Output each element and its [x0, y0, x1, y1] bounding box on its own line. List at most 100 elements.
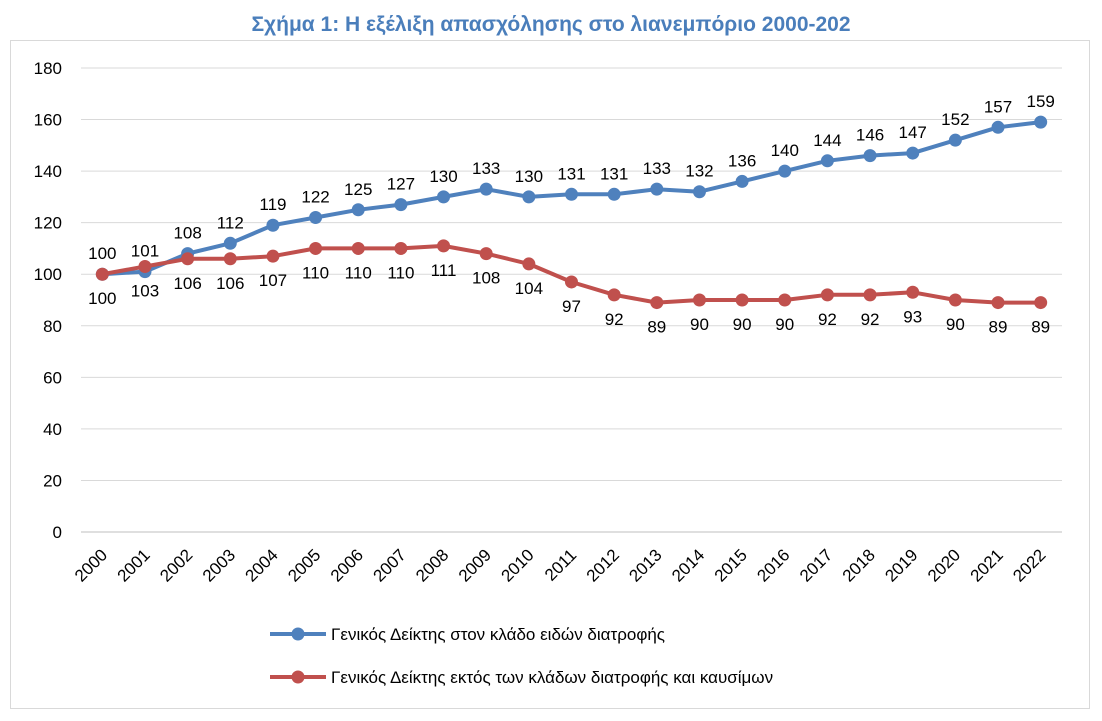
chart-frame: [10, 40, 1090, 709]
legend-marker-2: [291, 670, 305, 684]
series-1-point: [650, 182, 664, 196]
series-2-data-label: 90: [775, 315, 794, 334]
x-tick-label: 2022: [1009, 545, 1049, 585]
x-tick-label: 2013: [625, 545, 665, 585]
series-1-data-label: 101: [131, 242, 159, 261]
series-1-data-label: 140: [771, 141, 799, 160]
series-1-point: [223, 236, 237, 250]
series-1-data-label: 133: [643, 159, 671, 178]
series-1-point: [607, 187, 621, 201]
series-1-data-label: 125: [344, 180, 372, 199]
series-2-data-label: 89: [647, 318, 666, 337]
series-1-data-label: 159: [1026, 92, 1054, 111]
series-2-point: [138, 259, 152, 273]
y-tick-label: 140: [34, 162, 62, 181]
series-1-data-label: 133: [472, 159, 500, 178]
x-tick-label: 2012: [583, 545, 623, 585]
series-1-data-label: 147: [899, 123, 927, 142]
series-1-data-label: 132: [685, 162, 713, 181]
legend-marker-1: [291, 627, 305, 641]
series-1-data-label: 136: [728, 151, 756, 170]
series-1-point: [991, 120, 1005, 134]
x-tick-label: 2014: [668, 545, 708, 585]
x-tick-label: 2004: [242, 545, 282, 585]
series-1-point: [778, 164, 792, 178]
series-1-data-label: 119: [259, 195, 286, 214]
series-2-point: [223, 252, 237, 266]
series-2-data-label: 92: [605, 310, 624, 329]
x-tick-label: 2015: [711, 545, 751, 585]
y-tick-label: 80: [43, 317, 62, 336]
series-1-point: [565, 187, 578, 201]
series-2-point: [863, 288, 877, 302]
series-1-point: [948, 133, 962, 147]
series-1-point: [394, 198, 408, 212]
series-2-point: [906, 285, 920, 299]
x-tick-label: 2021: [967, 545, 1007, 585]
series-1-data-label: 108: [173, 224, 201, 243]
series-2-data-label: 90: [690, 315, 709, 334]
y-tick-label: 20: [43, 471, 62, 490]
series-1-point: [1034, 115, 1048, 129]
series-2-data-label: 90: [946, 315, 965, 334]
series-2-data-label: 103: [131, 281, 159, 300]
y-tick-label: 160: [34, 111, 62, 130]
series-2-point: [692, 293, 706, 307]
x-tick-label: 2000: [71, 545, 111, 585]
series-2-data-label: 107: [259, 271, 287, 290]
series-2-data-label: 92: [861, 310, 880, 329]
y-tick-label: 40: [43, 420, 62, 439]
series-2-data-label: 111: [431, 261, 457, 280]
series-2-point: [948, 293, 962, 307]
series-2-point: [522, 257, 536, 271]
series-2-data-label: 110: [387, 263, 414, 282]
series-2-point: [820, 288, 834, 302]
series-1-point: [309, 211, 323, 225]
series-2-data-label: 108: [472, 269, 500, 288]
series-2-point: [437, 239, 451, 253]
series-2-point: [650, 296, 664, 310]
x-tick-label: 2017: [796, 545, 836, 585]
series-1-data-label: 122: [301, 188, 329, 207]
series-2-point: [309, 241, 323, 255]
series-2-data-label: 89: [989, 318, 1008, 337]
x-tick-label: 2007: [370, 545, 410, 585]
x-tick-label: 2019: [881, 545, 921, 585]
series-2-point: [181, 252, 195, 266]
x-tick-label: 2016: [753, 545, 793, 585]
x-tick-label: 2009: [455, 545, 495, 585]
y-tick-label: 0: [53, 523, 62, 542]
series-2-data-label: 104: [515, 279, 543, 298]
series-2-point: [479, 247, 493, 261]
series-1-data-label: 144: [813, 131, 841, 150]
series-2-point: [778, 293, 792, 307]
series-1-data-label: 130: [515, 167, 543, 186]
series-1-data-label: 146: [856, 126, 884, 145]
y-tick-label: 120: [34, 214, 62, 233]
series-2-data-label: 89: [1031, 318, 1050, 337]
series-1-data-label: 112: [217, 213, 244, 232]
series-1-point: [266, 218, 280, 232]
series-1-data-label: 100: [88, 244, 116, 263]
x-tick-label: 2020: [924, 545, 964, 585]
series-2-data-label: 100: [88, 289, 116, 308]
series-1-data-label: 131: [557, 164, 585, 183]
series-2-point: [394, 241, 408, 255]
series-2-point: [607, 288, 621, 302]
series-1-point: [820, 154, 834, 168]
series-2-point: [565, 275, 578, 289]
series-1-data-label: 127: [387, 175, 415, 194]
x-tick-label: 2006: [327, 545, 367, 585]
series-2-point: [735, 293, 749, 307]
legend-label-2: Γενικός Δείκτης εκτός των κλάδων διατροφ…: [331, 668, 773, 687]
series-1-point: [735, 174, 749, 188]
series-2-data-label: 92: [818, 310, 837, 329]
series-2-data-label: 90: [733, 315, 752, 334]
series-2-data-label: 93: [903, 307, 922, 326]
series-2-data-label: 110: [345, 263, 372, 282]
series-2-point: [1034, 296, 1048, 310]
series-1-data-label: 152: [941, 110, 969, 129]
series-1-point: [522, 190, 536, 204]
series-2-data-label: 110: [302, 263, 329, 282]
